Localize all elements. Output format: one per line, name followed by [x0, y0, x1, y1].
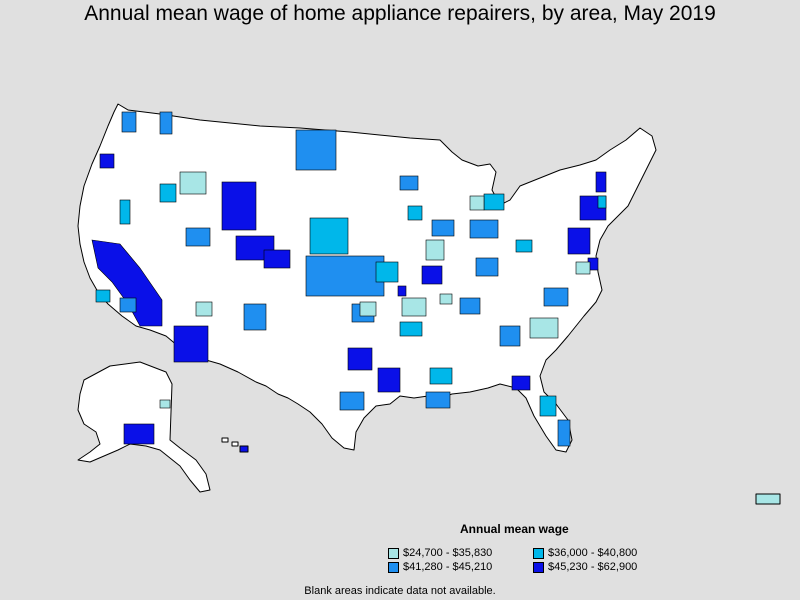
- footnote: Blank areas indicate data not available.: [304, 585, 496, 597]
- legend-swatch-1: [388, 547, 399, 559]
- legend-label-1: $24,700 - $35,830: [403, 547, 493, 559]
- map-title: Annual mean wage of home appliance repai…: [84, 2, 716, 25]
- legend-label-4: $45,230 - $62,900: [548, 561, 638, 573]
- legend-label-2: $36,000 - $40,800: [548, 547, 638, 559]
- legend-swatch-4: [533, 561, 544, 573]
- legend-item-3: $41,280 - $45,210: [388, 561, 492, 573]
- legend-swatch-3: [388, 561, 399, 573]
- hawaii-shape: [221, 437, 249, 453]
- legend-title: Annual mean wage: [460, 522, 569, 536]
- legend-item-2: $36,000 - $40,800: [533, 547, 637, 559]
- puerto-rico-shape: [755, 493, 781, 505]
- legend-item-4: $45,230 - $62,900: [533, 561, 637, 573]
- legend-swatch-2: [533, 547, 544, 559]
- legend-item-1: $24,700 - $35,830: [388, 547, 492, 559]
- wage-areas: [91, 111, 607, 447]
- legend-label-3: $41,280 - $45,210: [403, 561, 493, 573]
